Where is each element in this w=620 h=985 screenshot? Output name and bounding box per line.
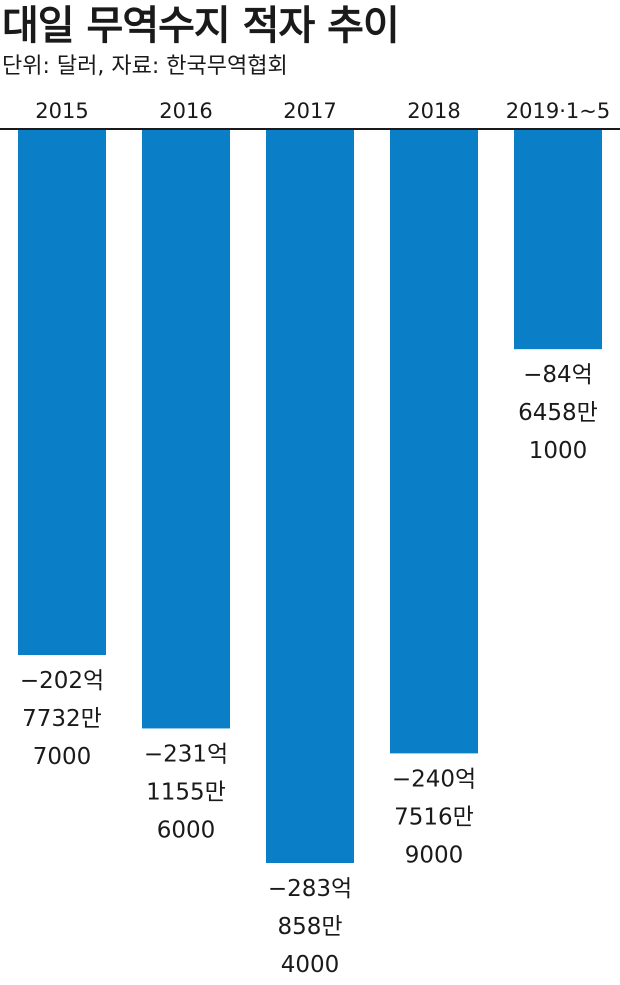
category-label: 2016 <box>159 99 212 123</box>
data-label: −84억 <box>523 362 593 388</box>
data-label: 7732만 <box>22 706 102 732</box>
bars <box>18 130 602 863</box>
data-label: 6458만 <box>518 400 598 426</box>
data-label: −240억 <box>392 766 476 792</box>
data-label: 1155만 <box>146 779 226 805</box>
category-label: 2018 <box>407 99 460 123</box>
bar <box>514 130 602 350</box>
data-label: 9000 <box>405 842 464 868</box>
data-label: 6000 <box>157 817 216 843</box>
bar <box>266 130 354 863</box>
data-label: −231억 <box>144 741 228 767</box>
data-label: 4000 <box>281 952 340 978</box>
category-label: 2015 <box>35 99 88 123</box>
bar <box>142 130 230 729</box>
data-label: 1000 <box>529 438 588 464</box>
bar <box>390 130 478 754</box>
chart-subtitle: 단위: 달러, 자료: 한국무역협회 <box>2 54 288 79</box>
data-label: 858만 <box>277 914 342 940</box>
data-label: 7516만 <box>394 804 474 830</box>
data-labels: −202억 7732만 7000 −231억 1155만 6000 −283억 858만 400… <box>20 362 598 978</box>
category-label: 2017 <box>283 99 336 123</box>
data-label: −202억 <box>20 668 104 694</box>
data-label: −283억 <box>268 876 352 902</box>
category-label: 2019·1~5 <box>506 99 610 123</box>
category-labels: 2015 2016 2017 2018 2019·1~5 <box>35 99 610 123</box>
chart-title: 대일 무역수지 적자 추이 <box>2 3 400 49</box>
data-label: 7000 <box>33 744 92 770</box>
bar <box>18 130 106 656</box>
